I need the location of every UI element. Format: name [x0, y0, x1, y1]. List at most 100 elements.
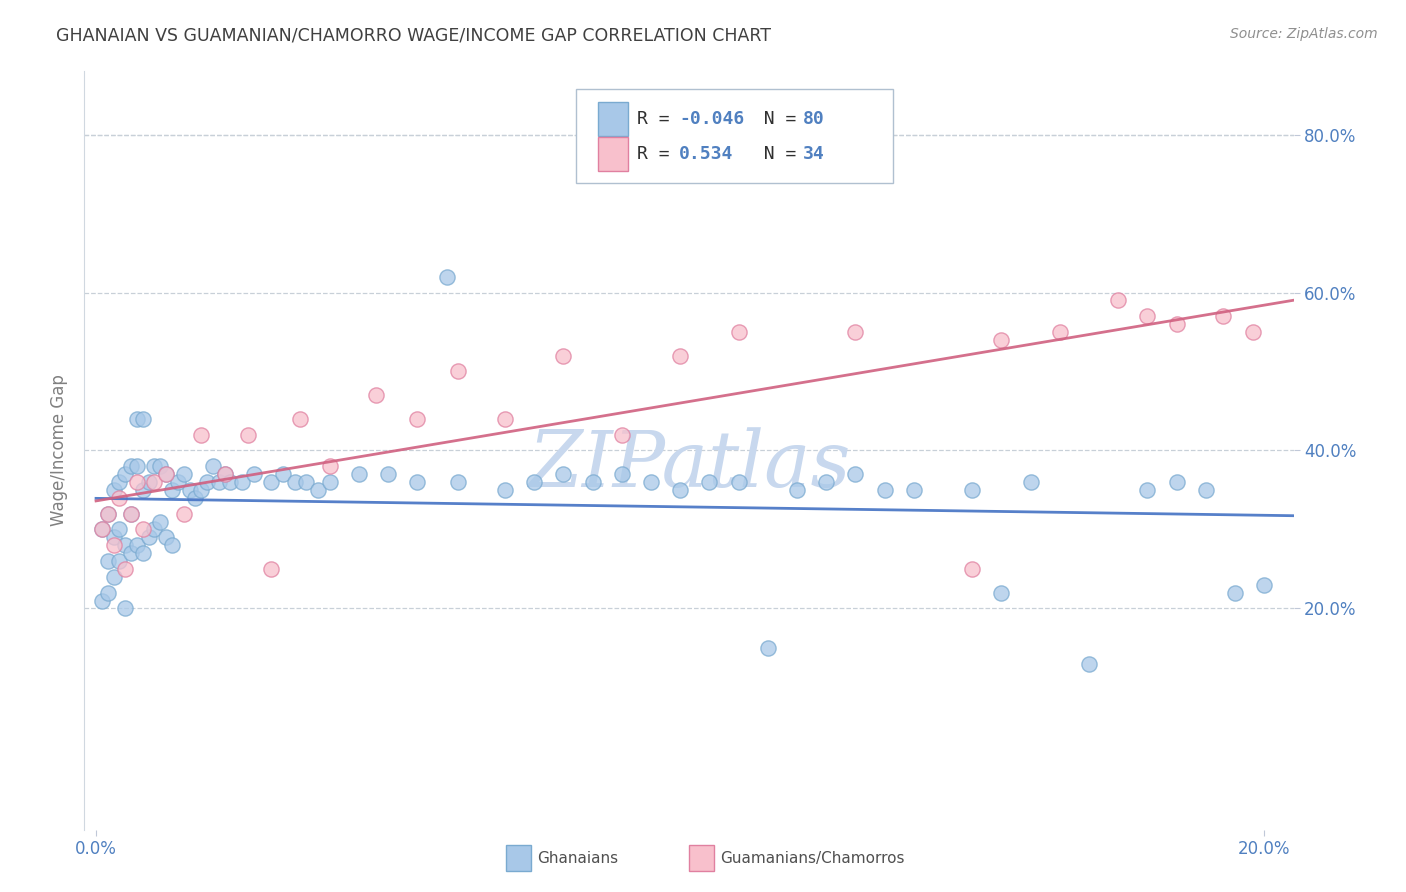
Point — [190, 427, 212, 442]
Point — [132, 412, 155, 426]
Text: 34: 34 — [803, 145, 824, 163]
Point — [523, 475, 546, 489]
Point — [990, 333, 1012, 347]
Point — [236, 427, 259, 442]
Y-axis label: Wage/Income Gap: Wage/Income Gap — [51, 375, 69, 526]
Text: N =: N = — [742, 145, 807, 163]
Point — [155, 530, 177, 544]
Point — [494, 483, 516, 497]
Point — [844, 325, 866, 339]
Point — [271, 467, 294, 482]
Text: R =: R = — [637, 110, 681, 128]
Point — [581, 475, 603, 489]
Point — [138, 530, 160, 544]
Point — [195, 475, 218, 489]
Point — [114, 467, 136, 482]
Point — [179, 483, 201, 497]
Point — [318, 475, 340, 489]
Point — [184, 491, 207, 505]
Point — [1223, 585, 1246, 599]
Point — [447, 364, 470, 378]
Point — [727, 325, 749, 339]
Point — [699, 475, 721, 489]
Point — [97, 507, 120, 521]
Point — [160, 538, 183, 552]
Point — [143, 459, 166, 474]
Text: R =: R = — [637, 145, 692, 163]
Point — [231, 475, 253, 489]
Point — [553, 467, 575, 482]
Point — [640, 475, 662, 489]
Point — [125, 459, 148, 474]
Point — [553, 349, 575, 363]
Text: -0.046: -0.046 — [679, 110, 744, 128]
Point — [103, 538, 125, 552]
Point — [260, 562, 283, 576]
Point — [284, 475, 307, 489]
Point — [1253, 578, 1275, 592]
Point — [132, 546, 155, 560]
Point — [90, 523, 112, 537]
Point — [260, 475, 283, 489]
Point — [143, 475, 166, 489]
Point — [149, 459, 172, 474]
Point — [1049, 325, 1071, 339]
Point — [190, 483, 212, 497]
Point — [97, 554, 120, 568]
Point — [990, 585, 1012, 599]
Text: Ghanaians: Ghanaians — [537, 851, 619, 865]
Point — [1241, 325, 1264, 339]
Point — [125, 538, 148, 552]
Point — [1166, 317, 1188, 331]
Point — [610, 467, 633, 482]
Point — [166, 475, 188, 489]
Point — [873, 483, 896, 497]
Point — [1136, 483, 1159, 497]
Point — [108, 491, 131, 505]
Point — [138, 475, 160, 489]
Point — [103, 483, 125, 497]
Point — [103, 530, 125, 544]
Point — [201, 459, 224, 474]
Point — [815, 475, 838, 489]
Point — [120, 546, 142, 560]
Point — [366, 388, 388, 402]
Point — [90, 593, 112, 607]
Point — [494, 412, 516, 426]
Point — [214, 467, 236, 482]
Point — [318, 459, 340, 474]
Point — [1195, 483, 1218, 497]
Point — [114, 538, 136, 552]
Point — [120, 459, 142, 474]
Point — [125, 412, 148, 426]
Point — [1107, 293, 1129, 308]
Point — [347, 467, 370, 482]
Point — [132, 523, 155, 537]
Point — [108, 554, 131, 568]
Point — [844, 467, 866, 482]
Text: GHANAIAN VS GUAMANIAN/CHAMORRO WAGE/INCOME GAP CORRELATION CHART: GHANAIAN VS GUAMANIAN/CHAMORRO WAGE/INCO… — [56, 27, 772, 45]
Point — [160, 483, 183, 497]
Point — [1019, 475, 1042, 489]
Point — [108, 475, 131, 489]
Point — [120, 507, 142, 521]
Point — [447, 475, 470, 489]
Point — [406, 412, 429, 426]
Point — [173, 467, 195, 482]
Point — [120, 507, 142, 521]
Point — [155, 467, 177, 482]
Point — [1212, 309, 1234, 323]
Point — [903, 483, 925, 497]
Text: ZIPatlas: ZIPatlas — [527, 427, 851, 504]
Point — [242, 467, 264, 482]
Text: 80: 80 — [803, 110, 824, 128]
Text: N =: N = — [742, 110, 807, 128]
Point — [143, 523, 166, 537]
Point — [114, 601, 136, 615]
Point — [90, 523, 112, 537]
Point — [132, 483, 155, 497]
Point — [377, 467, 399, 482]
Point — [669, 349, 692, 363]
Point — [103, 570, 125, 584]
Point — [307, 483, 329, 497]
